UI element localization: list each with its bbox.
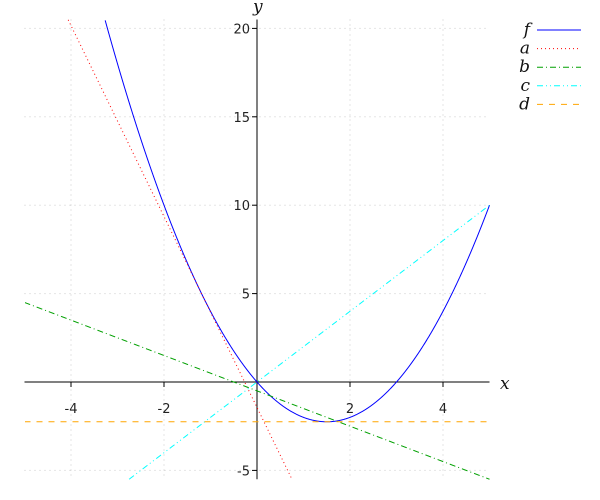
series-b-line — [25, 302, 490, 480]
y-axis-label: y — [252, 0, 263, 17]
curves — [25, 19, 490, 480]
legend-label-f: f — [522, 20, 533, 40]
x-axis-label: x — [500, 374, 510, 394]
y-tick-label: 20 — [233, 22, 250, 37]
legend-label-b: b — [519, 57, 530, 77]
x-tick-label: -4 — [65, 402, 78, 417]
series-f-line — [104, 20, 490, 423]
series-c-line — [128, 204, 490, 480]
y-tick-label: -5 — [237, 464, 250, 479]
y-tick-label: 10 — [233, 199, 250, 214]
x-tick-label: 2 — [346, 402, 354, 417]
y-tick-label: 5 — [242, 288, 250, 303]
x-tick-label: 4 — [439, 402, 447, 417]
x-tick-label: -2 — [158, 402, 171, 417]
legend-label-c: c — [520, 76, 530, 96]
series-a-line — [67, 19, 293, 480]
legend-label-a: a — [520, 39, 530, 59]
legend-label-d: d — [519, 94, 530, 114]
y-tick-label: 15 — [233, 111, 250, 126]
axes: -4 -2 2 4 -5 5 10 15 20 — [24, 19, 490, 479]
